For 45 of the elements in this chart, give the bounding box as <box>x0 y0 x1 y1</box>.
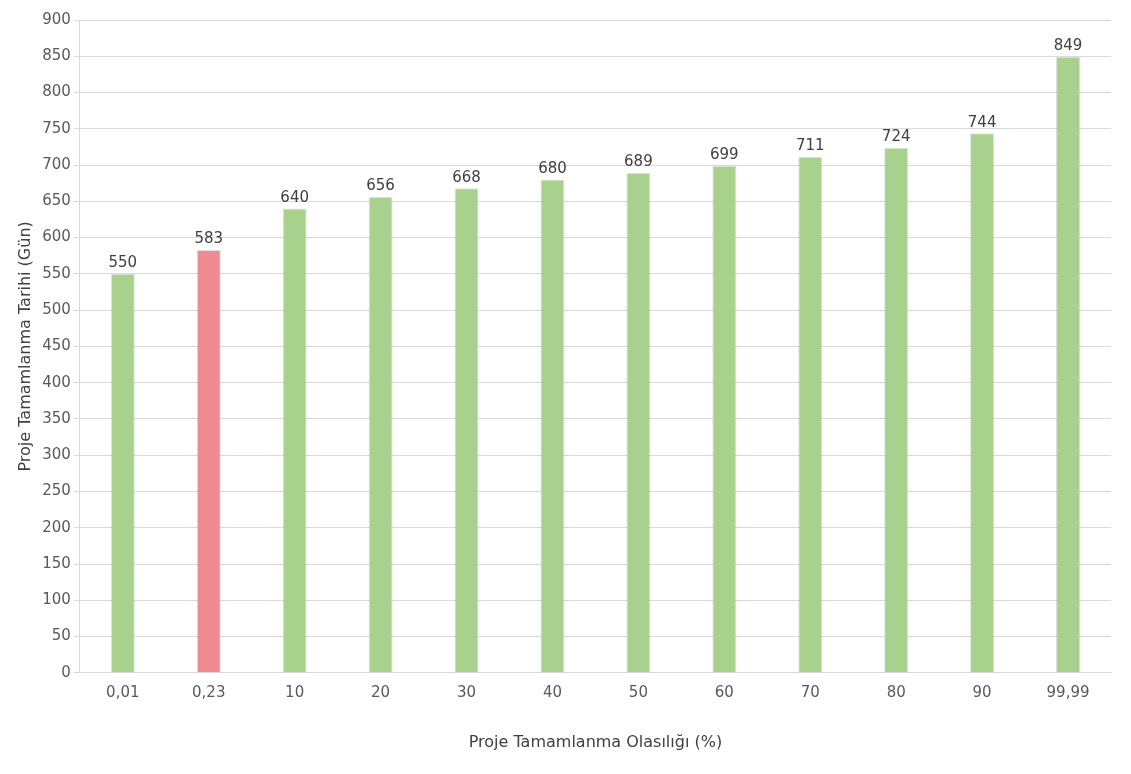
x-axis-title: Proje Tamamlanma Olasılığı (%) <box>468 731 723 751</box>
y-tick-label: 850 <box>42 46 71 65</box>
y-tick-label: 450 <box>42 336 71 355</box>
data-label: 744 <box>967 112 997 131</box>
y-tick-label: 650 <box>42 191 71 210</box>
y-tick-label: 150 <box>42 553 71 572</box>
x-tick-label: 10 <box>285 682 305 701</box>
y-tick-label: 200 <box>42 517 71 536</box>
x-tick-label: 99,99 <box>1046 682 1090 701</box>
y-axis-title: Proje Tamamlanma Tarihi (Gün) <box>14 221 34 472</box>
x-tick-label: 0,01 <box>106 682 140 701</box>
y-tick-label: 600 <box>42 227 71 246</box>
x-tick-label: 60 <box>714 682 734 701</box>
data-label: 711 <box>795 136 825 155</box>
data-label: 668 <box>452 167 481 186</box>
data-label: 724 <box>881 127 911 146</box>
y-tick-label: 300 <box>42 445 71 464</box>
x-tick-label: 20 <box>371 682 391 701</box>
y-tick-label: 400 <box>42 372 71 391</box>
data-label: 550 <box>108 253 138 272</box>
y-tick-label: 500 <box>42 300 71 319</box>
y-tick-label: 900 <box>42 9 71 28</box>
y-tick-label: 700 <box>42 154 71 173</box>
x-tick-label: 80 <box>886 682 906 701</box>
x-tick-label: 0,23 <box>192 682 226 701</box>
y-tick-label: 100 <box>42 590 71 609</box>
data-label: 849 <box>1053 36 1083 55</box>
data-label: 699 <box>709 145 739 164</box>
y-tick-label: 0 <box>61 662 71 681</box>
y-tick-label: 750 <box>42 118 71 137</box>
x-tick-label: 90 <box>972 682 992 701</box>
y-tick-label: 50 <box>51 626 71 645</box>
x-tick-label: 50 <box>628 682 648 701</box>
x-tick-label: 30 <box>456 682 477 701</box>
data-label: 640 <box>280 187 309 206</box>
data-label: 689 <box>624 152 653 171</box>
y-tick-label: 350 <box>42 408 71 427</box>
data-label: 583 <box>194 229 224 248</box>
y-tick-label: 250 <box>42 481 71 500</box>
x-tick-label: 40 <box>542 682 562 701</box>
data-label: 680 <box>538 158 567 177</box>
data-label: 656 <box>366 176 395 195</box>
y-tick-label: 550 <box>42 263 71 282</box>
x-tick-label: 70 <box>800 682 820 701</box>
y-tick-label: 800 <box>42 82 71 101</box>
